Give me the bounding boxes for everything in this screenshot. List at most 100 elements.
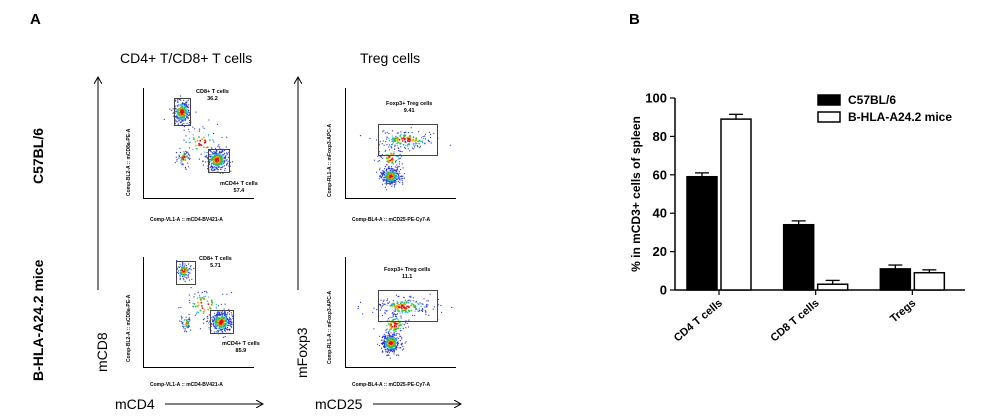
legend-label-1: B-HLA-A24.2 mice xyxy=(848,110,952,124)
flow-event-dot xyxy=(411,303,413,305)
flow-event-dot xyxy=(386,339,388,341)
flow-event-dot xyxy=(394,137,396,140)
flow-event-dot xyxy=(181,267,184,269)
flow-event-dot xyxy=(386,169,388,171)
flow-event-dot xyxy=(404,299,406,301)
flow-event-dot xyxy=(203,322,205,324)
flow-event-dot xyxy=(221,313,223,315)
flow-event-dot xyxy=(188,131,190,133)
flow-event-dot xyxy=(409,150,411,152)
flow-event-dot xyxy=(432,308,434,310)
flow-event-dot xyxy=(187,162,189,164)
flow-event-dot xyxy=(400,169,402,171)
flow-event-dot xyxy=(391,348,393,350)
flow-event-dot xyxy=(384,337,386,339)
flow-event-dot xyxy=(226,159,228,161)
flow-event-dot xyxy=(383,170,385,172)
flow-event-dot xyxy=(394,180,396,182)
flow-event-dot xyxy=(409,134,411,137)
flow-event-dot xyxy=(183,129,185,131)
flow-event-dot xyxy=(213,141,215,143)
flow-event-dot xyxy=(216,314,218,316)
flow-event-dot xyxy=(230,325,232,327)
flow-event-dot xyxy=(193,303,196,305)
flow-event-dot xyxy=(382,342,384,345)
flow-event-dot xyxy=(390,169,392,171)
flow-event-dot xyxy=(414,310,416,312)
flow-event-dot xyxy=(177,118,179,120)
flow-event-dot xyxy=(390,348,392,350)
flow-event-dot xyxy=(224,317,226,319)
flow-event-dot xyxy=(408,319,410,321)
bar-tregs-1 xyxy=(913,271,946,291)
flow-event-dot xyxy=(184,328,186,330)
flow-event-dot xyxy=(189,268,191,270)
flow-event-dot xyxy=(175,110,177,112)
flow-event-dot xyxy=(388,333,390,335)
flow-event-dot xyxy=(212,324,214,326)
flow-event-dot xyxy=(382,178,384,180)
flow-event-dot xyxy=(398,150,400,152)
flow-event-dot xyxy=(220,156,223,158)
flow-event-dot xyxy=(394,318,396,321)
flow-event-dot xyxy=(226,323,228,325)
flow-event-dot xyxy=(188,263,190,265)
flow-event-dot xyxy=(182,163,184,165)
flow-event-dot xyxy=(384,309,386,311)
flow-event-dot xyxy=(182,119,184,121)
flow-event-dot xyxy=(172,108,174,110)
flow-xlabel-4: Comp-BL4-A :: mCD25-PE-Cy7-A xyxy=(352,382,431,388)
flow-event-dot xyxy=(193,267,195,270)
flow-event-dot xyxy=(391,336,393,339)
flow-event-dot xyxy=(424,142,426,144)
flow-event-dot xyxy=(402,327,404,329)
flow-event-dot xyxy=(422,136,424,138)
flow-event-dot xyxy=(395,305,398,307)
flow-event-dot xyxy=(399,150,401,152)
flow-event-dot xyxy=(218,314,220,316)
flow-event-dot xyxy=(391,158,393,161)
y-tick-label: 0 xyxy=(660,283,667,298)
flow-event-dot xyxy=(229,329,231,331)
flow-event-dot xyxy=(386,299,388,302)
flow-event-dot xyxy=(226,313,228,315)
flow-event-dot xyxy=(397,318,399,320)
flow-event-dot xyxy=(386,355,388,357)
flow-event-dot xyxy=(415,142,417,144)
flow-event-dot xyxy=(216,322,219,325)
flow-event-dot xyxy=(395,171,397,173)
flow-event-dot xyxy=(404,137,406,140)
flow-event-dot xyxy=(391,147,393,149)
flow-event-dot xyxy=(451,306,453,309)
flow-event-dot xyxy=(386,328,388,330)
flow-event-dot xyxy=(224,313,226,315)
flow-event-dot xyxy=(186,108,188,111)
flow-event-dot xyxy=(410,309,413,312)
flow-event-dot xyxy=(216,315,218,317)
flow-event-dot xyxy=(183,151,185,153)
flow-event-dot xyxy=(395,328,398,331)
flow-event-dot xyxy=(379,175,381,177)
panel-b-letter: B xyxy=(629,11,640,28)
flow-event-dot xyxy=(392,152,395,155)
flow-event-dot xyxy=(404,134,407,137)
flow-event-dot xyxy=(206,292,208,294)
flow-event-dot xyxy=(183,99,185,101)
flow-event-dot xyxy=(401,163,403,165)
flow-event-dot xyxy=(381,336,384,339)
flow-event-dot xyxy=(188,313,190,316)
flow-event-dot xyxy=(395,162,397,164)
flow-event-dot xyxy=(218,325,221,328)
flow-event-dot xyxy=(187,321,189,323)
flow-event-dot xyxy=(187,276,189,278)
y-tick-label: 80 xyxy=(653,129,667,144)
flow-event-dot xyxy=(393,331,395,333)
flow-event-dot xyxy=(390,332,392,334)
flow-event-dot xyxy=(215,166,217,168)
flow-event-dot xyxy=(389,171,391,173)
flow-event-dot xyxy=(225,315,227,317)
flow-event-dot xyxy=(220,151,222,153)
flow-event-dot xyxy=(176,110,178,112)
flow-event-dot xyxy=(212,140,214,142)
flow-event-dot xyxy=(389,328,392,331)
